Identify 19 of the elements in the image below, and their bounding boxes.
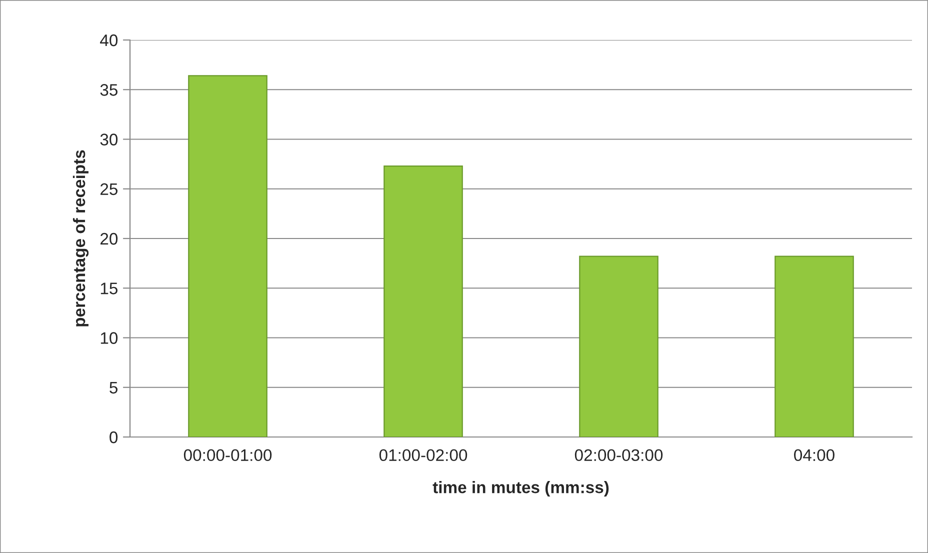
- bar: [384, 165, 463, 437]
- y-tick-label: 15: [100, 282, 118, 294]
- y-tick-label: 0: [110, 431, 118, 444]
- y-tick-label: 25: [100, 183, 118, 196]
- y-tick-label: 20: [100, 232, 118, 245]
- bar: [774, 256, 854, 437]
- x-tick-label: 02:00-03:00: [574, 449, 663, 462]
- y-tick-label: 10: [100, 332, 118, 344]
- x-tick-label: 01:00-02:00: [379, 449, 468, 462]
- x-tick-label: 04:00: [794, 449, 834, 462]
- bar: [188, 75, 268, 437]
- y-tick-label: 30: [100, 134, 118, 146]
- y-tick-label: 5: [110, 382, 118, 394]
- y-axis-title: percentage of receipts: [72, 150, 89, 326]
- y-tick-label: 35: [100, 84, 118, 96]
- bar: [579, 256, 658, 437]
- x-tick-label: 00:00-01:00: [184, 449, 272, 462]
- x-axis-title: time in mutes (mm:ss): [432, 481, 609, 497]
- y-tick-label: 40: [100, 34, 118, 46]
